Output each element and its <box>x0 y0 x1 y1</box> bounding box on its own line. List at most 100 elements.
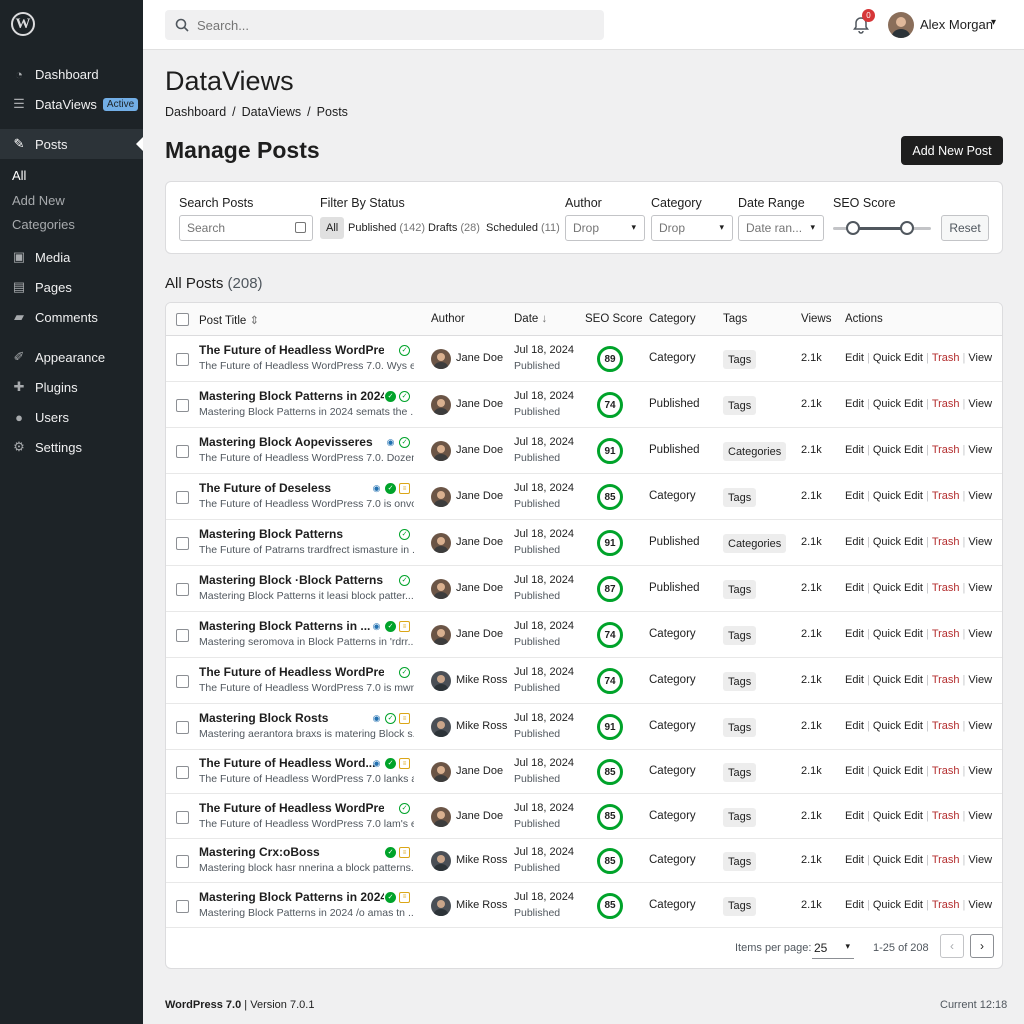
reset-filters-button[interactable]: Reset <box>941 215 989 241</box>
quick-edit-link[interactable]: Quick Edit <box>872 582 923 594</box>
author-name[interactable]: Jane Doe <box>456 809 504 822</box>
post-title-link[interactable]: Mastering Block Patterns <box>199 527 344 541</box>
trash-link[interactable]: Trash <box>931 444 960 456</box>
post-category[interactable]: Category <box>649 854 696 866</box>
edit-link[interactable]: Edit <box>845 720 864 732</box>
row-checkbox[interactable] <box>176 353 189 366</box>
edit-link[interactable]: Edit <box>845 490 864 502</box>
trash-link[interactable]: Trash <box>931 398 960 410</box>
post-category[interactable]: Category <box>649 809 696 822</box>
view-link[interactable]: View <box>968 536 993 548</box>
table-row[interactable]: Mastering Block Patterns in 2024 ✓ ≡ Mast… <box>166 883 1002 928</box>
sidebar-item-media[interactable]: ▣ Media <box>0 242 143 272</box>
edit-link[interactable]: Edit <box>845 765 864 777</box>
author-name[interactable]: Mike Ross <box>456 720 508 732</box>
view-link[interactable]: View <box>968 628 993 640</box>
edit-link[interactable]: Edit <box>845 352 864 364</box>
quick-edit-link[interactable]: Quick Edit <box>872 444 923 456</box>
post-category[interactable]: Published <box>649 444 700 456</box>
post-title-link[interactable]: Mastering Crx:oBoss <box>199 845 320 859</box>
post-tag-badge[interactable]: Tags <box>723 396 757 415</box>
sidebar-item-settings[interactable]: ⚙ Settings <box>0 432 143 462</box>
quick-edit-link[interactable]: Quick Edit <box>872 765 923 777</box>
post-category[interactable]: Category <box>649 720 696 732</box>
table-row[interactable]: The Future of Headless WordPress ✓ The F… <box>166 658 1002 704</box>
edit-link[interactable]: Edit <box>845 398 864 410</box>
post-tag-badge[interactable]: Tags <box>723 672 757 691</box>
post-category[interactable]: Category <box>649 490 696 502</box>
quick-edit-link[interactable]: Quick Edit <box>872 398 923 410</box>
author-name[interactable]: Jane Doe <box>456 582 504 594</box>
edit-link[interactable]: Edit <box>845 898 864 911</box>
trash-link[interactable]: Trash <box>931 582 960 594</box>
post-category[interactable]: Published <box>649 536 700 548</box>
trash-link[interactable]: Trash <box>931 898 960 911</box>
table-row[interactable]: Mastering Block Patterns ✓ The Future of… <box>166 520 1002 566</box>
author-name[interactable]: Jane Doe <box>456 444 504 456</box>
seo-score-slider[interactable] <box>833 221 931 235</box>
post-category[interactable]: Published <box>649 398 700 410</box>
trash-link[interactable]: Trash <box>931 720 960 732</box>
trash-link[interactable]: Trash <box>931 854 960 866</box>
table-row[interactable]: Mastering Block Aopevisseres ◉ ✓ The Futu… <box>166 428 1002 474</box>
add-new-post-button[interactable]: Add New Post <box>901 136 1003 165</box>
column-header-author[interactable]: Author <box>431 313 465 325</box>
global-search-input[interactable]: Search... <box>165 10 604 40</box>
post-category[interactable]: Category <box>649 674 696 686</box>
table-row[interactable]: Mastering Block Patterns in 2024 ✓ ✓ Mast… <box>166 382 1002 428</box>
post-title-link[interactable]: Mastering Block ·Block Patterns <box>199 573 384 587</box>
post-tag-badge[interactable]: Categories <box>723 534 787 553</box>
post-tag-badge[interactable]: Categories <box>723 442 787 461</box>
row-checkbox[interactable] <box>176 675 189 688</box>
sidebar-item-pages[interactable]: ▤ Pages <box>0 272 143 302</box>
edit-link[interactable]: Edit <box>845 628 864 640</box>
sidebar-item-dataviews[interactable]: ☰ DataViews Active <box>0 89 143 119</box>
author-name[interactable]: Jane Doe <box>456 536 504 548</box>
edit-link[interactable]: Edit <box>845 582 864 594</box>
row-checkbox[interactable] <box>176 855 189 868</box>
post-tag-badge[interactable]: Tags <box>723 763 757 782</box>
trash-link[interactable]: Trash <box>931 536 960 548</box>
author-name[interactable]: Jane Doe <box>456 398 504 410</box>
post-title-link[interactable]: The Future of Deseless <box>199 481 332 495</box>
edit-link[interactable]: Edit <box>845 854 864 866</box>
post-tag-badge[interactable]: Tags <box>723 896 757 916</box>
trash-link[interactable]: Trash <box>931 809 960 822</box>
edit-link[interactable]: Edit <box>845 536 864 548</box>
row-checkbox[interactable] <box>176 583 189 596</box>
column-header-date[interactable]: Date ↓ <box>514 313 547 325</box>
status-scheduled-chip[interactable]: Scheduled (11) <box>486 217 560 239</box>
post-category[interactable]: Category <box>649 898 696 911</box>
table-row[interactable]: Mastering Block Rosts ◉ ✓ ≡ Mastering aera… <box>166 704 1002 750</box>
row-checkbox[interactable] <box>176 445 189 458</box>
trash-link[interactable]: Trash <box>931 628 960 640</box>
trash-link[interactable]: Trash <box>931 765 960 777</box>
post-title-link[interactable]: Mastering Block Patterns in 2024 <box>199 389 384 403</box>
row-checkbox[interactable] <box>176 399 189 412</box>
table-row[interactable]: Mastering Block Patterns in ... ◉ ✓ ≡ Mast… <box>166 612 1002 658</box>
seo-slider-min-handle[interactable] <box>845 221 860 235</box>
status-drafts-chip[interactable]: Drafts (28) <box>428 217 480 239</box>
edit-link[interactable]: Edit <box>845 809 864 822</box>
quick-edit-link[interactable]: Quick Edit <box>872 536 923 548</box>
quick-edit-link[interactable]: Quick Edit <box>872 490 923 502</box>
post-tag-badge[interactable]: Tags <box>723 350 757 369</box>
edit-link[interactable]: Edit <box>845 444 864 456</box>
column-header-seo[interactable]: SEO Score <box>585 313 643 325</box>
post-category[interactable]: Category <box>649 628 696 640</box>
status-all-chip[interactable]: All <box>320 217 345 239</box>
view-link[interactable]: View <box>968 898 993 911</box>
post-title-link[interactable]: Mastering Block Aopevisseres <box>199 435 373 449</box>
post-title-link[interactable]: The Future of Headless WordPress 7.0 <box>199 343 384 357</box>
trash-link[interactable]: Trash <box>931 352 960 364</box>
previous-page-button[interactable]: ‹ <box>940 934 964 958</box>
post-category[interactable]: Published <box>649 582 700 594</box>
row-checkbox[interactable] <box>176 721 189 734</box>
view-link[interactable]: View <box>968 398 993 410</box>
sidebar-item-plugins[interactable]: ✚ Plugins <box>0 372 143 402</box>
quick-edit-link[interactable]: Quick Edit <box>872 898 923 911</box>
post-tag-badge[interactable]: Tags <box>723 580 757 599</box>
view-link[interactable]: View <box>968 352 993 364</box>
breadcrumb-dataviews[interactable]: DataViews <box>241 105 302 119</box>
submenu-item-categories[interactable]: Categories <box>12 217 75 232</box>
